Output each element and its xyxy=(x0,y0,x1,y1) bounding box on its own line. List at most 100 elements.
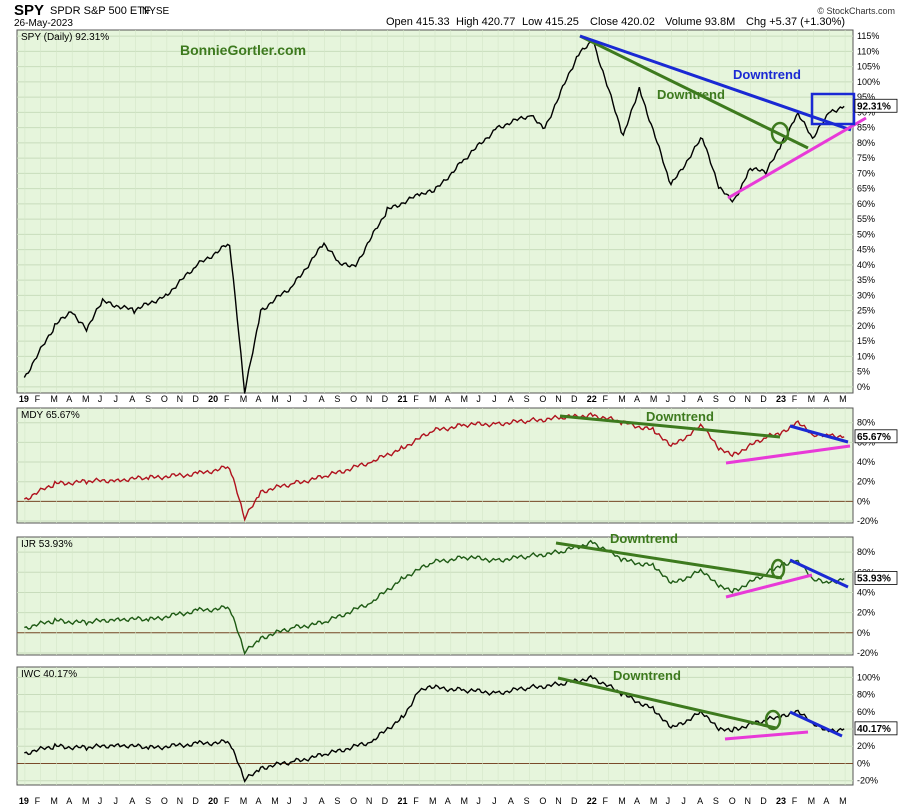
x-tick-label: F xyxy=(413,796,419,806)
x-tick-label: M xyxy=(50,796,58,806)
x-tick-label: A xyxy=(445,796,451,806)
x-tick-label: J xyxy=(98,796,103,806)
x-tick-label: M xyxy=(461,394,469,404)
y-tick-label: 80% xyxy=(857,690,875,700)
y-tick-label: -20% xyxy=(857,776,878,786)
x-tick-label: J xyxy=(98,394,103,404)
x-tick-label: A xyxy=(823,796,829,806)
trend-line xyxy=(557,676,777,730)
y-tick-label: 95% xyxy=(857,92,875,102)
copyright: © StockCharts.com xyxy=(817,6,895,16)
ticker-name: SPDR S&P 500 ETF xyxy=(50,5,151,17)
x-tick-label: M xyxy=(618,796,626,806)
x-tick-label: N xyxy=(744,394,751,404)
x-tick-label: O xyxy=(350,394,357,404)
x-tick-label: D xyxy=(192,394,199,404)
y-tick-label: 50% xyxy=(857,229,875,239)
x-tick-label: D xyxy=(192,796,199,806)
x-tick-label: 20 xyxy=(208,394,218,404)
x-tick-label: M xyxy=(82,796,90,806)
y-tick-label: 35% xyxy=(857,275,875,285)
highlight-circle xyxy=(770,121,790,145)
series-line xyxy=(24,539,845,656)
x-tick-label: D xyxy=(382,796,389,806)
x-tick-label: F xyxy=(35,394,41,404)
x-tick-label: A xyxy=(697,394,703,404)
x-tick-label: D xyxy=(571,394,578,404)
x-tick-label: F xyxy=(35,796,41,806)
x-tick-label: J xyxy=(666,796,671,806)
series-line xyxy=(23,39,845,394)
chart-panel-1: 115%110%105%100%95%90%85%80%75%70%65%60%… xyxy=(16,29,898,394)
x-tick-label: A xyxy=(697,796,703,806)
y-tick-label: 65% xyxy=(857,184,875,194)
x-tick-label: 21 xyxy=(397,796,407,806)
x-tick-label: M xyxy=(839,796,847,806)
x-tick-label: F xyxy=(224,796,230,806)
panel-label: MDY 65.67% xyxy=(21,410,80,421)
header-date: 26-May-2023 xyxy=(14,18,73,29)
panel-label: IJR 53.93% xyxy=(21,539,73,550)
x-tick-label: J xyxy=(287,394,292,404)
x-tick-label: 23 xyxy=(776,796,786,806)
last-value-label: 92.31% xyxy=(857,101,891,112)
low-value: Low 415.25 xyxy=(522,16,579,28)
y-tick-label: 25% xyxy=(857,306,875,316)
x-tick-label: N xyxy=(555,394,562,404)
y-tick-label: 45% xyxy=(857,245,875,255)
x-tick-label: A xyxy=(508,796,514,806)
exchange: NYSE xyxy=(142,6,170,17)
last-value-label: 53.93% xyxy=(857,573,891,584)
annotation-downtrend: Downtrend xyxy=(646,409,714,424)
volume-value: Volume 93.8M xyxy=(665,16,735,28)
x-tick-label: N xyxy=(366,796,373,806)
x-tick-label: N xyxy=(744,796,751,806)
x-tick-label: 22 xyxy=(587,394,597,404)
x-tick-label: A xyxy=(255,394,261,404)
trend-line xyxy=(579,34,809,150)
panel-label: SPY (Daily) 92.31% xyxy=(21,32,109,43)
trend-line xyxy=(724,730,809,741)
x-tick-label: 19 xyxy=(19,394,29,404)
x-tick-label: M xyxy=(82,394,90,404)
x-tick-label: A xyxy=(66,796,72,806)
ticker-symbol: SPY xyxy=(14,2,44,19)
x-tick-label: O xyxy=(539,796,546,806)
annotation-downtrend: Downtrend xyxy=(733,67,801,82)
x-tick-label: S xyxy=(145,796,151,806)
x-tick-label: J xyxy=(492,796,497,806)
x-tick-label: S xyxy=(524,796,530,806)
x-tick-label: J xyxy=(114,796,119,806)
x-tick-label: A xyxy=(445,394,451,404)
x-tick-label: M xyxy=(271,796,279,806)
trend-line xyxy=(789,424,849,444)
x-tick-label: S xyxy=(524,394,530,404)
x-tick-label: N xyxy=(366,394,373,404)
x-tick-label: M xyxy=(839,394,847,404)
trend-line xyxy=(725,444,851,465)
x-tick-label: S xyxy=(334,394,340,404)
y-tick-label: 10% xyxy=(857,351,875,361)
high-value: High 420.77 xyxy=(456,16,515,28)
trend-line xyxy=(727,116,867,200)
x-tick-label: A xyxy=(66,394,72,404)
x-tick-label: J xyxy=(666,394,671,404)
x-tick-label: J xyxy=(303,394,308,404)
x-tick-label: M xyxy=(240,796,248,806)
x-tick-label: 23 xyxy=(776,394,786,404)
x-tick-label: A xyxy=(634,796,640,806)
x-tick-label: J xyxy=(681,394,686,404)
y-tick-label: 20% xyxy=(857,477,875,487)
x-tick-label: A xyxy=(129,796,135,806)
x-tick-label: M xyxy=(461,796,469,806)
last-value-box xyxy=(854,429,898,444)
trend-line xyxy=(555,541,783,580)
x-tick-label: A xyxy=(255,796,261,806)
x-tick-label: D xyxy=(760,394,767,404)
x-tick-label: 21 xyxy=(397,394,407,404)
watermark: BonnieGortler.com xyxy=(180,42,306,58)
trend-line xyxy=(789,558,849,589)
